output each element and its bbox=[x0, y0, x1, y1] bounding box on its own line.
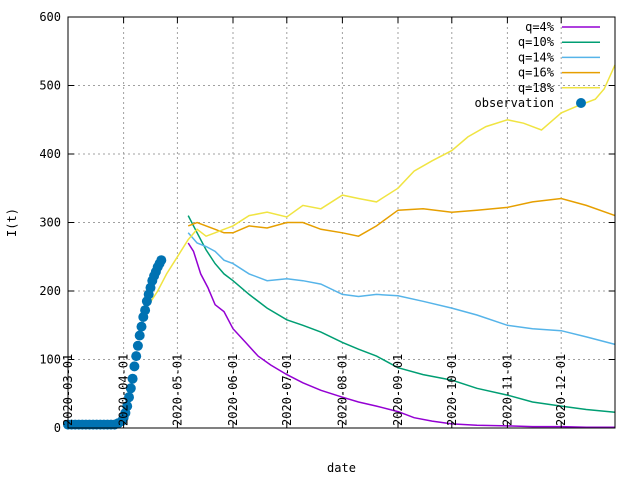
y-axis-label: I(t) bbox=[5, 208, 19, 237]
legend-label: q=4% bbox=[525, 20, 555, 34]
observation-point bbox=[140, 305, 151, 316]
legend-label: q=16% bbox=[518, 66, 555, 80]
x-tick-label: 2020-07-01 bbox=[280, 354, 294, 426]
tick-layer: 0 100 200 300 400 500 600 2020-03-01 2020-04-01 2… bbox=[39, 10, 615, 435]
series-line-q=4% bbox=[187, 242, 615, 429]
y-tick-label: 400 bbox=[39, 147, 61, 161]
legend-label: q=18% bbox=[518, 81, 555, 95]
x-tick-label: 2020-03-01 bbox=[61, 354, 75, 426]
legend-swatch bbox=[576, 98, 586, 108]
y-tick-label: 200 bbox=[39, 284, 61, 298]
x-tick-label: 2020-08-01 bbox=[335, 354, 349, 426]
observation-point bbox=[156, 255, 167, 266]
legend: q=4%q=10%q=14% q=16%q=18%observation bbox=[475, 20, 600, 110]
legend-label: q=14% bbox=[518, 50, 555, 64]
series-layer bbox=[148, 64, 616, 429]
series-line-q=10% bbox=[187, 215, 616, 413]
y-tick-label: 100 bbox=[39, 353, 61, 367]
observation-point bbox=[134, 330, 145, 341]
observation-point bbox=[127, 373, 138, 384]
y-tick-label: 0 bbox=[54, 421, 61, 435]
observation-point bbox=[122, 401, 133, 412]
observation-point bbox=[129, 361, 140, 372]
legend-label: q=10% bbox=[518, 35, 555, 49]
y-tick-label: 500 bbox=[39, 79, 61, 93]
y-tick-label: 600 bbox=[39, 10, 61, 24]
x-tick-label: 2020-12-01 bbox=[554, 354, 568, 426]
x-tick-label: 2020-04-01 bbox=[117, 354, 131, 426]
x-axis-label: date bbox=[327, 461, 356, 475]
observation-point bbox=[125, 383, 136, 394]
observation-layer bbox=[63, 255, 167, 430]
series-line-q=18% bbox=[148, 64, 616, 306]
observation-point bbox=[132, 340, 143, 351]
legend-label: observation bbox=[475, 96, 554, 110]
x-tick-label: 2020-05-01 bbox=[170, 354, 184, 426]
observation-point bbox=[124, 392, 134, 403]
y-tick-label: 300 bbox=[39, 216, 61, 230]
series-line-q=14% bbox=[187, 232, 616, 346]
x-tick-label: 2020-06-01 bbox=[226, 354, 240, 426]
observation-point bbox=[136, 321, 147, 332]
series-line-q=16% bbox=[187, 197, 616, 237]
x-tick-label: 2020-10-01 bbox=[445, 354, 459, 426]
x-tick-label: 2020-11-01 bbox=[500, 354, 514, 426]
x-tick-label: 2020-09-01 bbox=[391, 354, 405, 426]
observation-point bbox=[131, 351, 142, 362]
